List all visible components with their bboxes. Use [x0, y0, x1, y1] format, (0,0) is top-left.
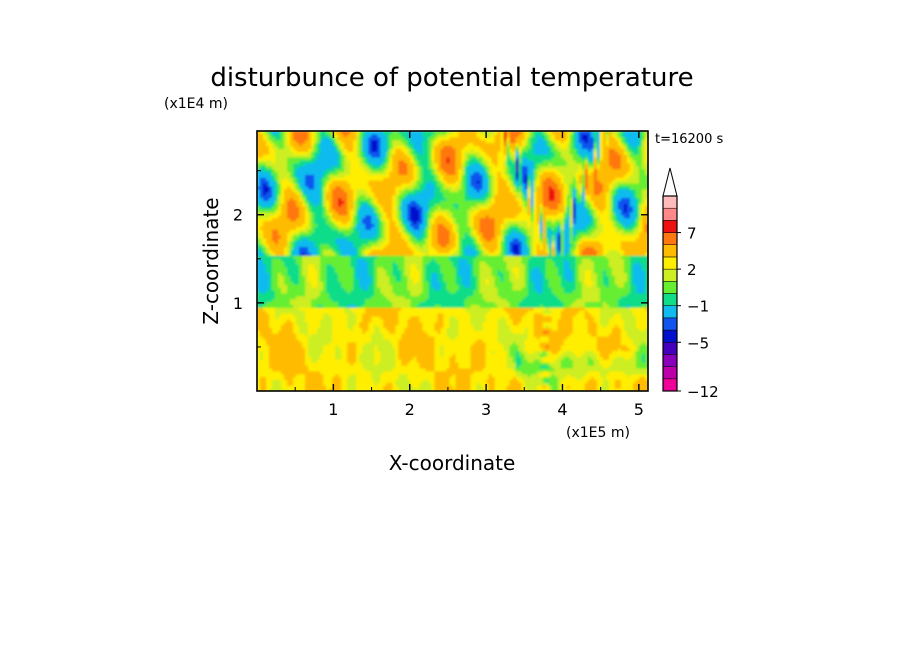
- x-tick-label: 2: [405, 400, 415, 419]
- time-label: t=16200 s: [655, 132, 723, 147]
- colorbar-cell: [663, 245, 677, 257]
- x-axis-label: X-coordinate: [389, 451, 516, 475]
- colorbar-cell: [663, 208, 677, 220]
- x-tick-label: 3: [481, 400, 491, 419]
- colorbar-tick-label: 7: [687, 225, 697, 243]
- y-unit-label: (x1E4 m): [164, 96, 228, 112]
- colorbar-cell: [663, 220, 677, 232]
- colorbar-cell: [663, 330, 677, 342]
- x-tick-label: 1: [328, 400, 338, 419]
- chart-title: disturbunce of potential temperature: [210, 63, 693, 93]
- x-tick-label: 4: [557, 400, 567, 419]
- colorbar-cell: [663, 318, 677, 330]
- colorbar-cell: [663, 306, 677, 318]
- colorbar-tick-label: −1: [687, 298, 709, 316]
- colorbar-cell: [663, 367, 677, 379]
- colorbar-extend-arrow: [663, 168, 677, 196]
- colorbar: 7 2 −1 −5 −12: [663, 168, 719, 401]
- colorbar-cell: [663, 269, 677, 281]
- x-unit-label: (x1E5 m): [566, 425, 630, 441]
- colorbar-cell: [663, 342, 677, 354]
- y-tick-label: 2: [233, 206, 243, 225]
- heatmap-field: [257, 131, 649, 392]
- y-tick-label: 1: [233, 294, 243, 313]
- colorbar-cell: [663, 233, 677, 245]
- colorbar-tick-label: 2: [687, 261, 697, 279]
- colorbar-cell: [663, 196, 677, 208]
- colorbar-cell: [663, 379, 677, 391]
- x-tick-label: 5: [634, 400, 644, 419]
- colorbar-cell: [663, 354, 677, 366]
- colorbar-tick-label: −12: [687, 383, 719, 401]
- colorbar-cell: [663, 294, 677, 306]
- colorbar-tick-label: −5: [687, 334, 709, 352]
- y-axis-label: Z-coordinate: [199, 197, 223, 324]
- colorbar-cell: [663, 281, 677, 293]
- colorbar-cell: [663, 257, 677, 269]
